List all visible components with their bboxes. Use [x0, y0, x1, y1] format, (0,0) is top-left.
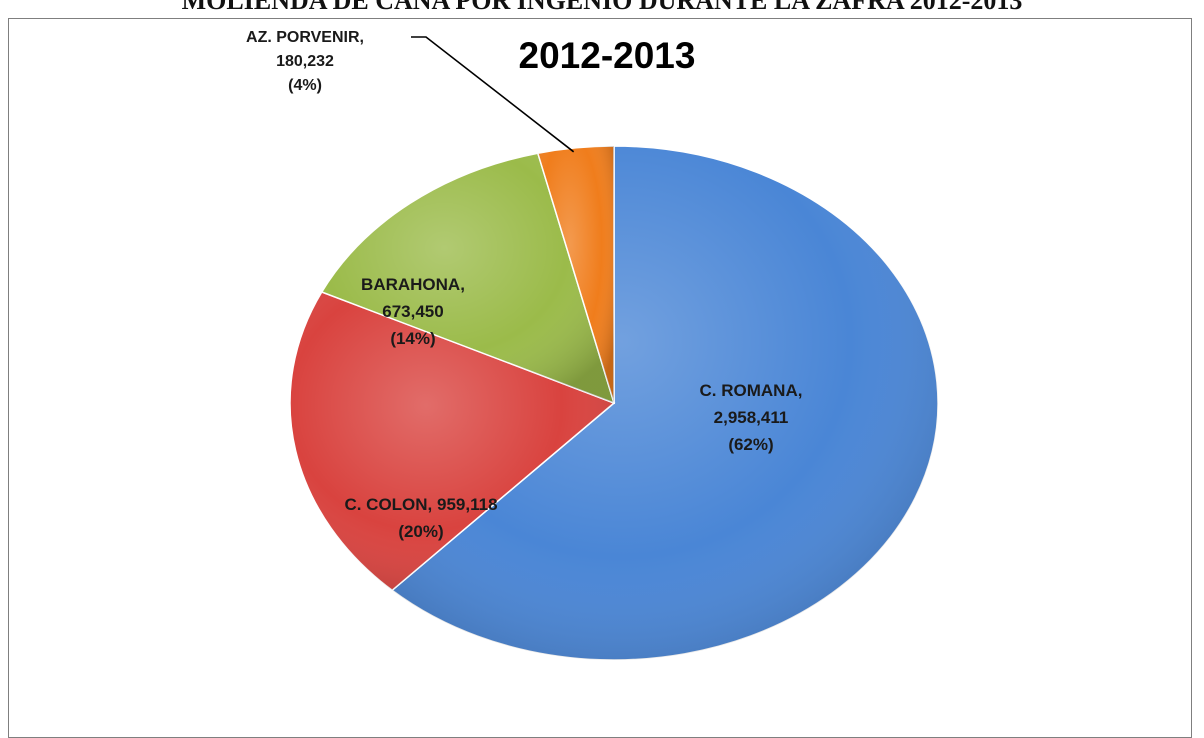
leader-line — [411, 36, 575, 153]
slice-label: C. COLON, 959,118 (20%) — [344, 495, 497, 541]
slice-label: BARAHONA, 673,450 (14%) — [361, 275, 465, 348]
pie-slice-shading — [321, 153, 614, 403]
slice-label-line: (14%) — [390, 329, 435, 348]
slice-label-line: 180,232 — [276, 53, 334, 70]
slice-label-line: C. COLON, 959,118 — [344, 495, 497, 514]
slice-label: AZ. PORVENIR, 180,232 (4%) — [246, 29, 364, 94]
slice-label-line: (4%) — [288, 77, 322, 94]
chart-title: 2012-2013 — [519, 35, 696, 76]
slice-label-line: (62%) — [728, 435, 773, 454]
slice-label-line: AZ. PORVENIR, — [246, 29, 364, 46]
slice-label-line: BARAHONA, — [361, 275, 465, 294]
slice-label-line: (20%) — [398, 522, 443, 541]
pie-chart: 2012-2013 C. ROMANA, 2,958,411 (62%) C. COL… — [246, 29, 939, 661]
pie-slice-shading — [537, 146, 614, 403]
pie-slice-shading — [392, 146, 938, 660]
page-heading: MOLIENDA DE CAÑA POR INGENIO DURANTE LA … — [181, 0, 1023, 15]
slice-label-line: 2,958,411 — [714, 408, 789, 427]
pie-slice-shading — [290, 292, 614, 591]
slice-label-line: 673,450 — [382, 302, 443, 321]
slice-label: C. ROMANA, 2,958,411 (62%) — [700, 381, 803, 454]
slice-label-line: C. ROMANA, — [700, 381, 803, 400]
